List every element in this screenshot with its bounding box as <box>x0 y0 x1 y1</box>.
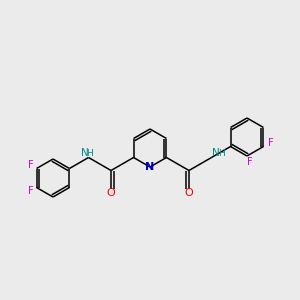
Text: O: O <box>184 188 193 199</box>
Text: H: H <box>218 149 225 158</box>
Text: F: F <box>247 157 253 167</box>
Text: N: N <box>212 148 219 158</box>
Text: F: F <box>28 185 33 196</box>
Text: H: H <box>86 149 93 158</box>
Text: F: F <box>28 160 33 170</box>
Text: N: N <box>81 148 88 158</box>
Text: N: N <box>146 162 154 172</box>
Text: O: O <box>107 188 116 199</box>
Text: F: F <box>268 139 273 148</box>
